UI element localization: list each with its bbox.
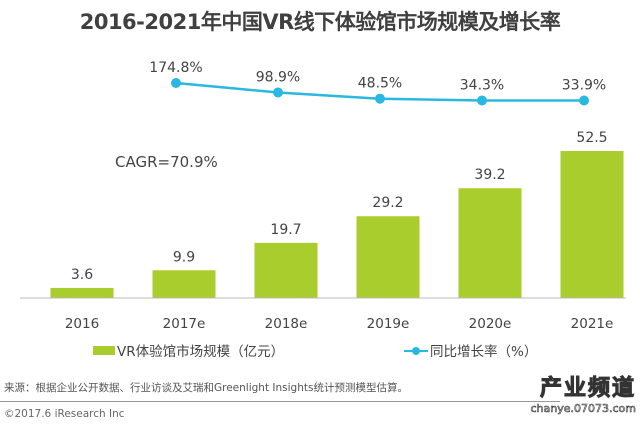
growth-label-2019e: 48.5% xyxy=(358,76,402,92)
bar-label-2016: 3.6 xyxy=(71,267,93,283)
growth-label-2021e: 33.9% xyxy=(562,78,606,94)
growth-point-2021e xyxy=(579,95,589,106)
growth-label-2020e: 34.3% xyxy=(460,77,504,93)
growth-point-2018e xyxy=(273,87,283,98)
legend-bar-swatch xyxy=(93,346,115,355)
cagr-annotation: CAGR=70.9% xyxy=(115,153,218,171)
x-tick-2019e: 2019e xyxy=(367,316,410,332)
watermark-main: 产业频道 xyxy=(539,376,636,402)
x-tick-2021e: 2021e xyxy=(571,316,614,332)
source-note: 来源：根据企业公开数据、行业访谈及艾瑞和Greenlight Insights统… xyxy=(4,382,408,394)
growth-point-2020e xyxy=(477,95,487,106)
growth-label-2018e: 98.9% xyxy=(256,69,300,85)
bar-label-2017e: 9.9 xyxy=(173,249,195,265)
bar-2020e xyxy=(458,188,522,298)
legend: VR体验馆市场规模（亿元） 同比增长率（%） xyxy=(93,343,537,360)
x-tick-2017e: 2017e xyxy=(163,316,206,332)
legend-line-label: 同比增长率（%） xyxy=(430,343,537,360)
x-tick-2018e: 2018e xyxy=(265,316,308,332)
bar-2021e xyxy=(560,151,624,298)
growth-point-2017e xyxy=(171,78,181,89)
bar-2019e xyxy=(356,216,420,298)
bar-2016 xyxy=(50,287,114,298)
x-tick-2016: 2016 xyxy=(65,316,99,332)
copyright: ©2017.6 iResearch Inc xyxy=(4,408,125,420)
bar-2018e xyxy=(254,242,318,298)
legend-line-marker xyxy=(412,347,420,355)
bar-label-2020e: 39.2 xyxy=(474,167,505,183)
chart-title: 2016-2021年中国VR线下体验馆市场规模及增长率 xyxy=(79,10,561,34)
x-tick-2020e: 2020e xyxy=(469,316,512,332)
growth-label-2017e: 174.8% xyxy=(149,60,202,76)
bar-label-2019e: 29.2 xyxy=(372,195,403,211)
growth-point-2019e xyxy=(375,93,385,104)
footer-divider xyxy=(0,401,560,402)
watermark: 产业频道 chanye.07073.com xyxy=(530,370,636,416)
legend-bar-label: VR体验馆市场规模（亿元） xyxy=(117,343,284,360)
bar-label-2018e: 19.7 xyxy=(270,222,301,238)
bar-2017e xyxy=(152,270,216,298)
bar-label-2021e: 52.5 xyxy=(576,130,607,146)
chart-area: 3.6 9.9 19.7 29.2 39.2 52.5 2016 2017e 2018e 201… xyxy=(20,60,626,360)
watermark-sub: chanye.07073.com xyxy=(530,402,636,416)
